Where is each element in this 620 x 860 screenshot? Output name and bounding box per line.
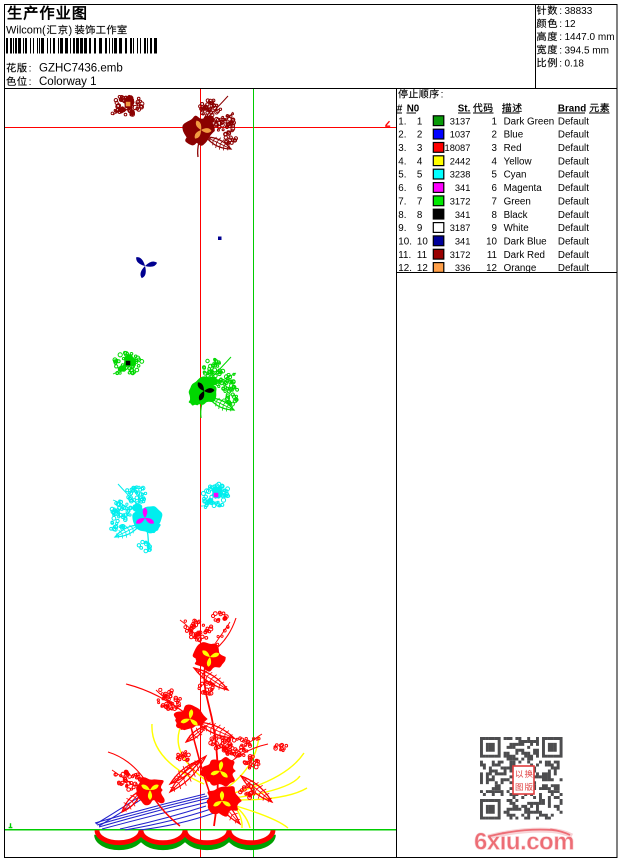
svg-text:11: 11: [487, 250, 497, 261]
svg-text:6: 6: [417, 183, 423, 194]
svg-text:4: 4: [417, 156, 423, 167]
svg-text:9: 9: [417, 223, 422, 234]
svg-text:Green: Green: [504, 196, 531, 207]
svg-text:10.: 10.: [398, 236, 412, 247]
svg-text:Default: Default: [558, 263, 589, 274]
svg-text:Dark Blue: Dark Blue: [504, 236, 548, 247]
svg-text:): ): [69, 25, 73, 37]
svg-text:11: 11: [417, 250, 427, 261]
svg-text:1: 1: [492, 116, 497, 127]
svg-text:Red: Red: [504, 143, 522, 154]
svg-text:Default: Default: [558, 250, 589, 261]
svg-text:3: 3: [417, 143, 423, 154]
svg-text:6xiu.com: 6xiu.com: [474, 829, 574, 856]
svg-text:341: 341: [455, 236, 471, 246]
svg-text:8: 8: [492, 210, 498, 221]
svg-text::: :: [441, 90, 444, 101]
svg-text:12.: 12.: [398, 263, 412, 274]
svg-text:Default: Default: [558, 210, 589, 221]
svg-text:7.: 7.: [398, 196, 406, 207]
svg-text:5: 5: [492, 170, 498, 181]
svg-text:11.: 11.: [398, 250, 411, 261]
svg-text:0.18: 0.18: [565, 58, 585, 69]
svg-text:9: 9: [492, 223, 497, 234]
svg-text:7: 7: [417, 196, 422, 207]
svg-text:3137: 3137: [450, 116, 471, 126]
svg-text:2: 2: [492, 130, 497, 141]
svg-text:12: 12: [417, 263, 428, 274]
svg-text:Colorway 1: Colorway 1: [39, 76, 97, 88]
svg-text:Default: Default: [558, 183, 589, 194]
svg-text:9.: 9.: [398, 223, 406, 234]
svg-text:GZHC7436.emb: GZHC7436.emb: [39, 63, 123, 75]
svg-text:White: White: [504, 223, 530, 234]
svg-text:2442: 2442: [450, 156, 471, 166]
svg-text:Dark Green: Dark Green: [504, 116, 555, 127]
svg-text:Default: Default: [558, 130, 589, 141]
svg-text:2: 2: [417, 130, 422, 141]
svg-text:4.: 4.: [398, 156, 406, 167]
svg-text:1447.0 mm: 1447.0 mm: [565, 32, 615, 43]
svg-text:3172: 3172: [450, 196, 471, 206]
svg-text::: :: [559, 58, 562, 69]
svg-text:#: #: [397, 103, 403, 114]
svg-text:8.: 8.: [398, 210, 406, 221]
svg-text:5.: 5.: [398, 170, 406, 181]
svg-text:Wilcom(: Wilcom(: [6, 25, 46, 37]
svg-text:3172: 3172: [450, 250, 471, 260]
svg-text:Default: Default: [558, 196, 589, 207]
svg-text:Default: Default: [558, 143, 589, 154]
svg-text:Dark Red: Dark Red: [504, 250, 545, 261]
svg-text:18087: 18087: [445, 143, 471, 153]
svg-text:7: 7: [492, 196, 497, 207]
svg-text:3: 3: [492, 143, 498, 154]
svg-text:Blue: Blue: [504, 130, 524, 141]
svg-text:341: 341: [455, 210, 471, 220]
svg-text:10: 10: [417, 236, 428, 247]
svg-text:St.: St.: [458, 103, 471, 114]
svg-text:3238: 3238: [450, 170, 471, 180]
svg-text::: :: [559, 45, 562, 56]
svg-text:336: 336: [455, 263, 471, 273]
svg-text:6.: 6.: [398, 183, 406, 194]
svg-text:38833: 38833: [565, 6, 593, 17]
svg-text:12: 12: [565, 19, 577, 30]
svg-text:Orange: Orange: [504, 263, 537, 274]
svg-text:Default: Default: [558, 236, 589, 247]
svg-text:5: 5: [417, 170, 423, 181]
svg-text:Cyan: Cyan: [504, 170, 527, 181]
svg-text:Magenta: Magenta: [504, 183, 543, 194]
svg-text:1: 1: [417, 116, 422, 127]
svg-text:Yellow: Yellow: [504, 156, 533, 167]
svg-text::: :: [559, 19, 562, 30]
svg-text:1.: 1.: [398, 116, 406, 127]
svg-text:3187: 3187: [450, 223, 471, 233]
svg-text:2.: 2.: [398, 130, 406, 141]
svg-text:6: 6: [492, 183, 498, 194]
svg-text::: :: [559, 6, 562, 17]
svg-text:341: 341: [455, 183, 471, 193]
svg-text:Default: Default: [558, 116, 589, 127]
svg-text:Default: Default: [558, 156, 589, 167]
svg-text:4: 4: [492, 156, 498, 167]
svg-text:394.5 mm: 394.5 mm: [565, 45, 609, 56]
svg-text::: :: [559, 32, 562, 43]
svg-text:Default: Default: [558, 170, 589, 181]
svg-text:1037: 1037: [450, 130, 471, 140]
svg-text:Default: Default: [558, 223, 589, 234]
svg-text:10: 10: [486, 236, 497, 247]
svg-text:8: 8: [417, 210, 423, 221]
svg-text::: :: [29, 77, 32, 88]
svg-text:3.: 3.: [398, 143, 406, 154]
svg-text:Brand: Brand: [558, 103, 586, 114]
svg-text:12: 12: [486, 263, 497, 274]
svg-text:N0: N0: [407, 103, 420, 114]
svg-text::: :: [29, 64, 32, 75]
svg-text:Black: Black: [504, 210, 528, 221]
